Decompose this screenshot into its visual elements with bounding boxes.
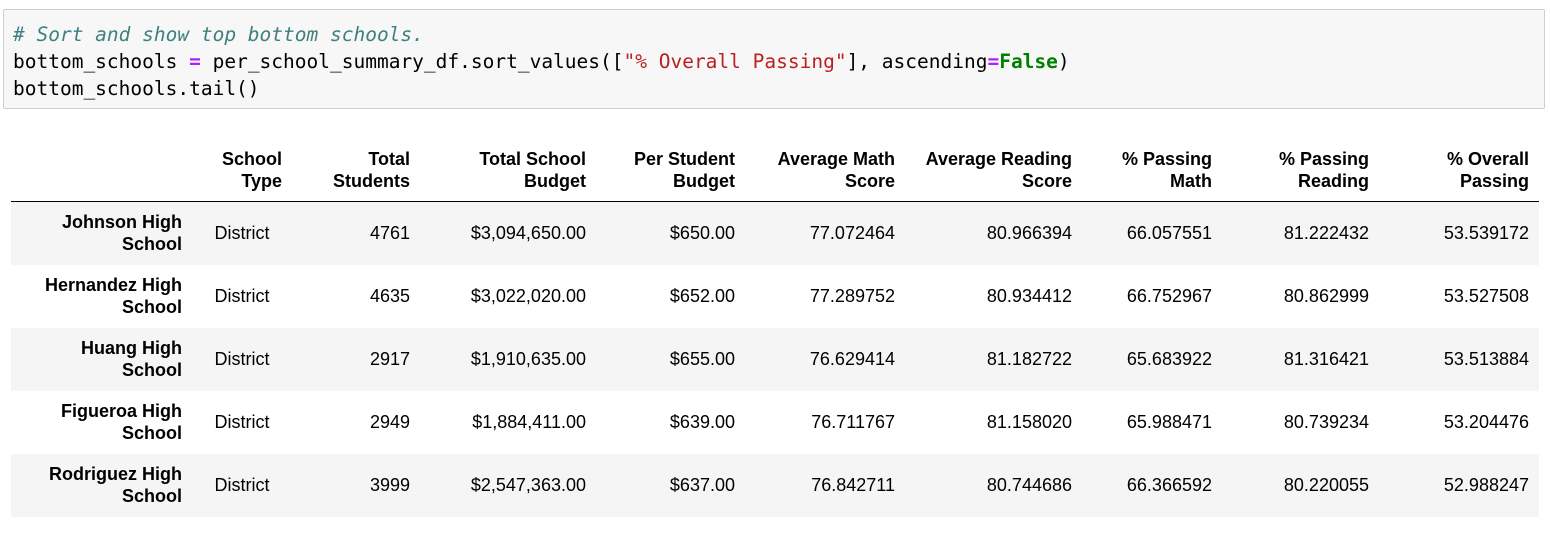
cell-average-math: 77.289752	[809, 286, 895, 306]
cell-average-reading: 80.934412	[986, 286, 1072, 306]
column-header-total-school-budget: Total School Budget	[420, 140, 596, 202]
column-header-average-math-score: Average Math Score	[745, 140, 905, 202]
cell-overall-passing: 52.988247	[1443, 475, 1529, 495]
code-line-tail: bottom_schools.tail()	[13, 77, 260, 100]
code-var: bottom_schools	[13, 50, 190, 73]
table-row: Johnson High School District 4761 $3,094,…	[11, 201, 1539, 265]
cell-passing-reading: 81.222432	[1283, 223, 1369, 244]
cell-total-budget: $1,884,411.00	[472, 412, 586, 432]
cell-total-students: 3999	[369, 475, 410, 495]
table-header-row: School Type Total Students Total School Bud…	[11, 140, 1539, 202]
cell-overall-passing: 53.513884	[1443, 349, 1529, 369]
cell-output: School Type Total Students Total School Bud…	[11, 140, 1539, 517]
column-header-overall-passing: % Overall Passing	[1379, 140, 1539, 202]
cell-total-students: 2917	[369, 349, 410, 369]
cell-per-student-budget: $637.00	[669, 475, 735, 495]
cell-passing-math: 66.752967	[1126, 286, 1212, 306]
cell-passing-math: 65.988471	[1126, 412, 1212, 432]
cell-school-type: District	[214, 223, 270, 244]
row-index-school: Huang High School	[81, 338, 182, 380]
dataframe-table: School Type Total Students Total School Bud…	[11, 140, 1539, 517]
table-row: Figueroa High School District 2949 $1,884…	[11, 390, 1539, 454]
cell-school-type: District	[214, 286, 270, 306]
row-index-school: Hernandez High School	[44, 275, 182, 317]
cell-average-math: 77.072464	[809, 223, 895, 244]
cell-school-type: District	[214, 475, 270, 495]
cell-per-student-budget: $639.00	[669, 412, 735, 432]
cell-total-budget: $2,547,363.00	[470, 475, 586, 495]
row-index-school: Figueroa High School	[61, 401, 182, 443]
column-header-index	[11, 140, 192, 202]
cell-passing-math: 65.683922	[1126, 349, 1212, 369]
code-mid: ], ascending	[846, 50, 988, 73]
column-header-school-type: School Type	[192, 140, 292, 202]
cell-average-reading: 81.158020	[986, 412, 1072, 432]
cell-total-students: 4761	[369, 223, 410, 244]
code-end: )	[1057, 50, 1070, 73]
cell-per-student-budget: $655.00	[669, 349, 735, 369]
code-comment-line: # Sort and show top bottom schools.	[13, 21, 1544, 48]
cell-passing-reading: 80.739234	[1283, 412, 1369, 432]
cell-total-students: 4635	[369, 286, 410, 306]
cell-total-students: 2949	[369, 412, 410, 432]
column-header-per-student-budget: Per Student Budget	[596, 140, 745, 202]
cell-passing-reading: 80.220055	[1283, 475, 1369, 495]
cell-passing-reading: 80.862999	[1283, 286, 1369, 306]
cell-total-budget: $3,094,650.00	[470, 223, 586, 244]
table-row: Rodriguez High School District 3999 $2,54…	[11, 453, 1539, 517]
cell-average-reading: 81.182722	[986, 349, 1072, 369]
column-header-passing-math: % Passing Math	[1082, 140, 1222, 202]
cell-passing-reading: 81.316421	[1283, 349, 1369, 369]
code-line-sort: bottom_schools = per_school_summary_df.s…	[13, 48, 1544, 75]
table-row: Hernandez High School District 4635 $3,02…	[11, 264, 1539, 328]
row-index-school: Rodriguez High School	[49, 464, 182, 506]
row-index-school: Johnson High School	[62, 212, 182, 255]
column-header-average-reading-score: Average Reading Score	[905, 140, 1082, 202]
cell-overall-passing: 53.204476	[1443, 412, 1529, 432]
column-header-total-students: Total Students	[292, 140, 420, 202]
code-keyword: False	[999, 50, 1058, 73]
cell-school-type: District	[214, 349, 270, 369]
cell-total-budget: $1,910,635.00	[470, 349, 586, 369]
column-header-passing-reading: % Passing Reading	[1222, 140, 1379, 202]
cell-average-reading: 80.744686	[986, 475, 1072, 495]
table-row: Huang High School District 2917 $1,910,63…	[11, 327, 1539, 391]
cell-overall-passing: 53.527508	[1443, 286, 1529, 306]
cell-passing-math: 66.057551	[1126, 223, 1212, 244]
code-cell-input[interactable]: # Sort and show top bottom schools. botto…	[3, 9, 1545, 109]
code-string: "% Overall Passing"	[623, 50, 847, 73]
code-assign-op: =	[189, 50, 201, 73]
code-comment: # Sort and show top bottom schools.	[13, 23, 424, 46]
cell-passing-math: 66.366592	[1126, 475, 1212, 495]
code-kwarg-op: =	[987, 50, 1000, 73]
cell-overall-passing: 53.539172	[1443, 223, 1529, 244]
cell-per-student-budget: $652.00	[669, 286, 735, 306]
cell-average-math: 76.711767	[811, 412, 895, 432]
cell-average-reading: 80.966394	[986, 223, 1072, 244]
cell-school-type: District	[214, 412, 270, 432]
cell-per-student-budget: $650.00	[669, 223, 735, 244]
cell-average-math: 76.629414	[809, 349, 895, 369]
code-call-start: per_school_summary_df.sort_values([	[200, 50, 624, 73]
cell-total-budget: $3,022,020.00	[470, 286, 586, 306]
cell-average-math: 76.842711	[811, 475, 895, 495]
